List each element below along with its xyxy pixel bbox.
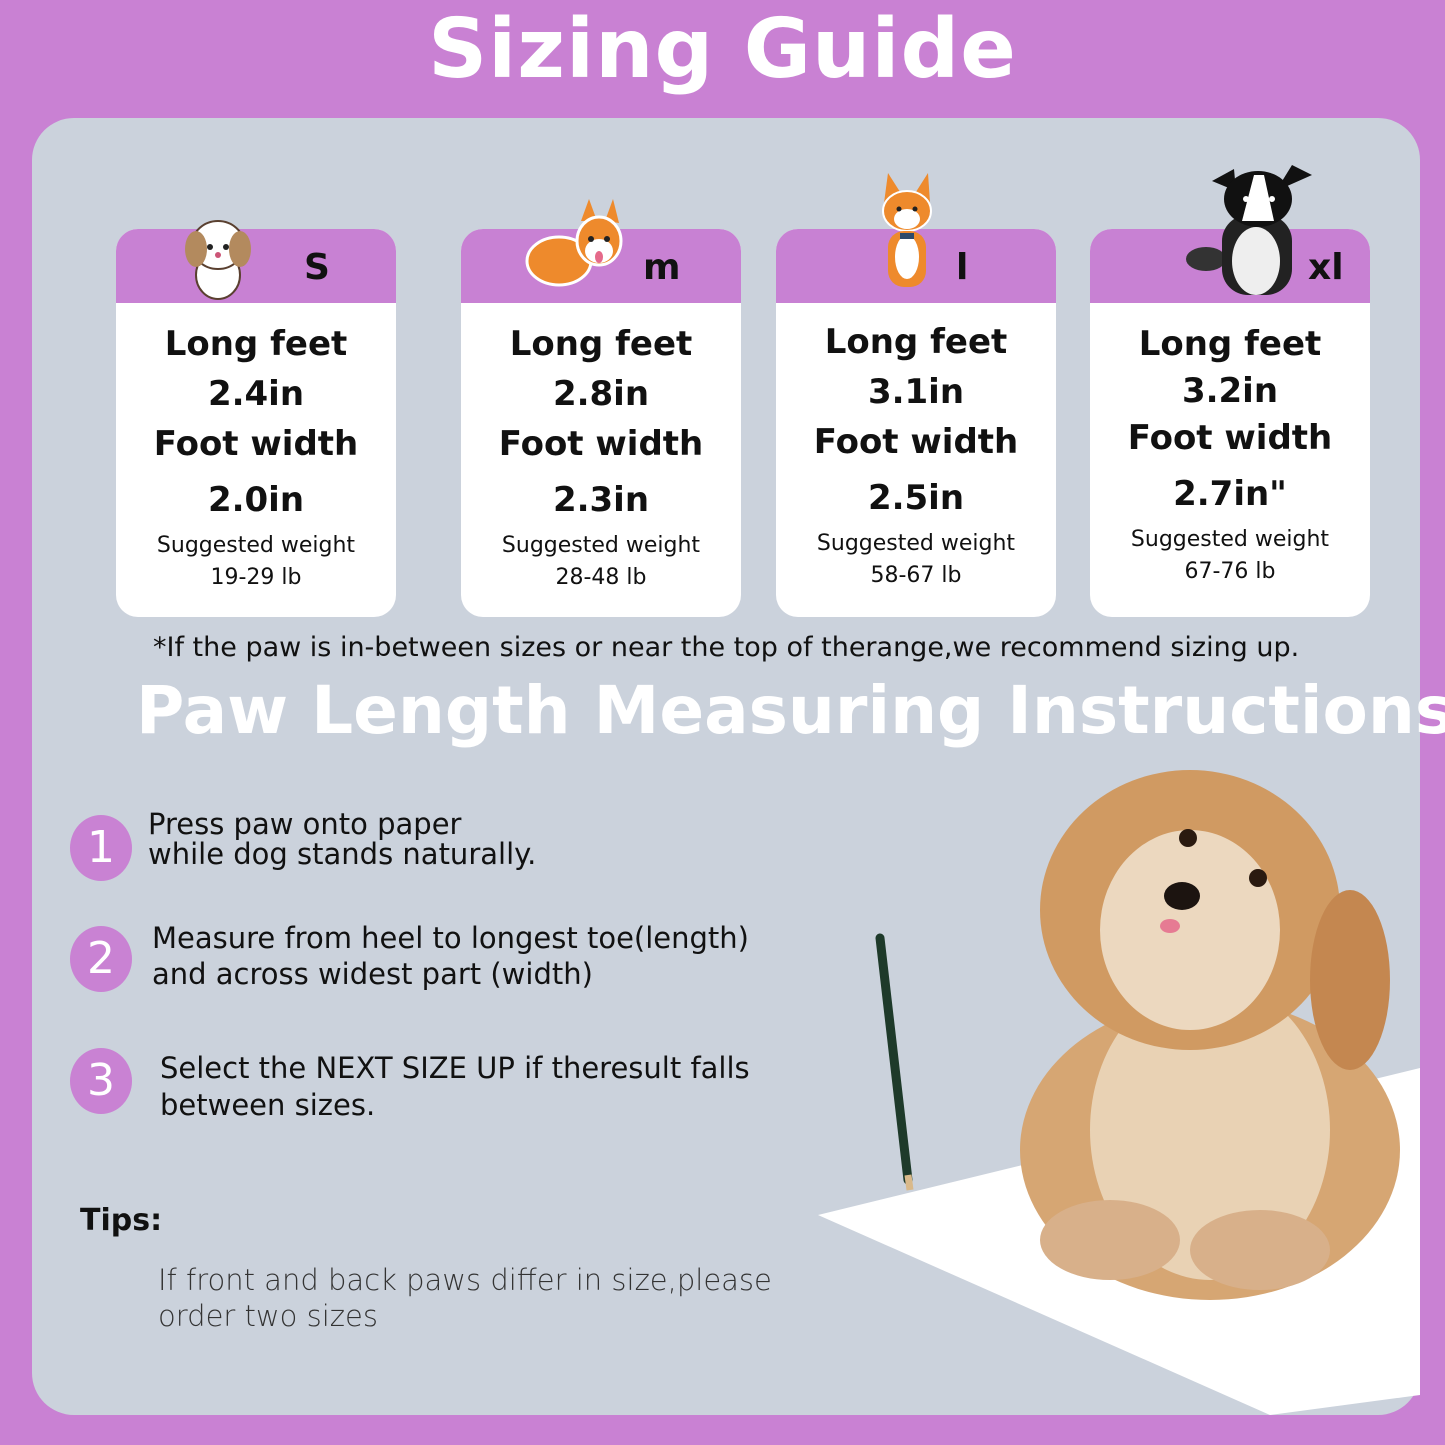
step-line: between sizes.: [160, 1088, 376, 1122]
step-line: Measure from heel to longest toe(length): [152, 921, 749, 955]
dog-with-paper-and-pencil-illustration: [818, 770, 1420, 1415]
weight-value: 67-76 lb: [1184, 559, 1276, 584]
weight-value: 19-29 lb: [210, 565, 302, 590]
step-line: Select the NEXT SIZE UP if theresult fal…: [160, 1051, 750, 1085]
step-line: while dog stands naturally.: [148, 837, 537, 871]
length-value: 2.8in: [552, 374, 650, 414]
weight-label: Suggested weight: [1130, 527, 1330, 552]
step-text: Select the NEXT SIZE UP if theresult fal…: [160, 1050, 750, 1124]
length-label: Long feet: [1138, 324, 1322, 364]
weight-value: 58-67 lb: [870, 563, 962, 588]
size-card-m: m Long feet 2.8in Foot width 2.3in Sugge…: [461, 199, 741, 617]
tips-line: order two sizes: [158, 1299, 378, 1333]
tips-label: Tips:: [80, 1203, 163, 1238]
step-text: Measure from heel to longest toe(length)…: [152, 920, 749, 992]
size-label: l: [956, 247, 969, 288]
instructions-title: Paw Length Measuring Instructions: [136, 672, 1445, 749]
tips-text: If front and back paws differ in size,pl…: [158, 1262, 772, 1334]
length-value: 3.2in: [1181, 371, 1279, 411]
width-value: 2.5in: [867, 478, 965, 518]
weight-label: Suggested weight: [816, 531, 1016, 556]
border-collie-cartoon-icon: [1186, 165, 1312, 295]
size-card-s: S Long feet 2.4in Foot width 2.0in Sugge…: [116, 220, 396, 617]
size-card-xl: xl Long feet 3.2in Foot width 2.7in" Sug…: [1090, 165, 1370, 617]
length-label: Long feet: [164, 324, 348, 364]
card-header: [116, 229, 396, 303]
size-label: m: [643, 247, 681, 288]
weight-label: Suggested weight: [156, 533, 356, 558]
width-value: 2.7in": [1173, 474, 1287, 514]
size-label: S: [304, 247, 330, 288]
weight-label: Suggested weight: [501, 533, 701, 558]
fluffy-dog-photo: [1020, 770, 1400, 1300]
width-label: Foot width: [153, 424, 359, 464]
width-label: Foot width: [813, 422, 1019, 462]
length-label: Long feet: [509, 324, 693, 364]
page-title: Sizing Guide: [428, 2, 1017, 97]
width-value: 2.0in: [207, 480, 305, 520]
step-line: Press paw onto paper: [148, 807, 462, 841]
width-label: Foot width: [498, 424, 704, 464]
step-number: 3: [70, 1048, 132, 1114]
step-text: Press paw onto paper while dog stands na…: [148, 809, 536, 869]
size-label: xl: [1308, 247, 1344, 288]
tips-line: If front and back paws differ in size,pl…: [158, 1263, 772, 1297]
weight-value: 28-48 lb: [555, 565, 647, 590]
width-value: 2.3in: [552, 480, 650, 520]
shiba-cartoon-icon: [882, 173, 932, 287]
length-value: 2.4in: [207, 374, 305, 414]
width-label: Foot width: [1127, 418, 1333, 458]
corgi-lying-cartoon-icon: [525, 199, 623, 287]
step-number: 1: [70, 815, 132, 881]
shih-tzu-cartoon-icon: [185, 220, 251, 300]
length-label: Long feet: [824, 322, 1008, 362]
pencil-icon: [875, 933, 914, 1191]
size-card-l: l Long feet 3.1in Foot width 2.5in Sugge…: [776, 173, 1056, 617]
step-line: and across widest part (width): [152, 957, 593, 991]
sizing-note: *If the paw is in-between sizes or near …: [153, 632, 1300, 663]
length-value: 3.1in: [867, 372, 965, 412]
step-number: 2: [70, 926, 132, 992]
